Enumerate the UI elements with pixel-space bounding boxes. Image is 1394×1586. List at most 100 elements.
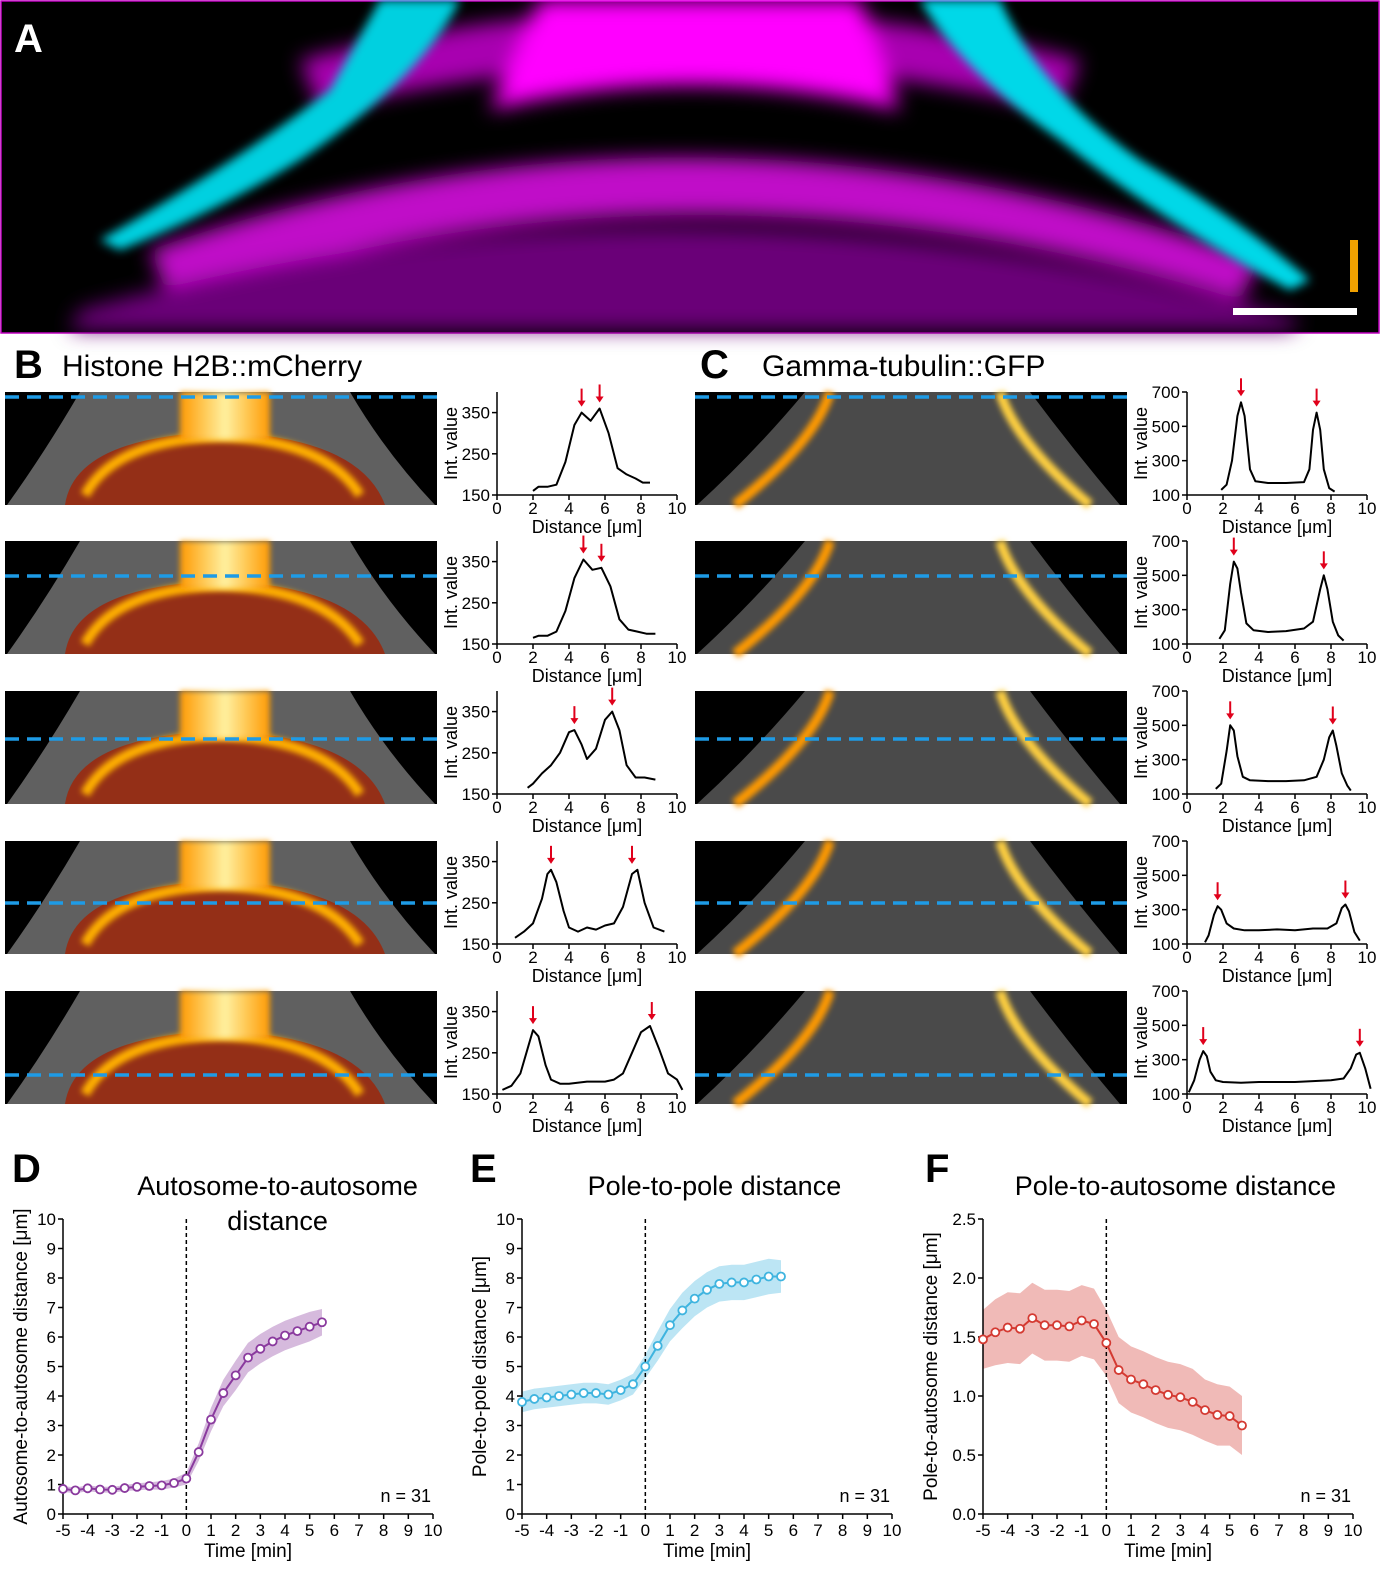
f-y-tick-label-0: 0.0 bbox=[952, 1505, 976, 1524]
d-point-5 bbox=[119, 1483, 130, 1493]
c-y-tick-label-0-100: 100 bbox=[1152, 486, 1180, 505]
e-x-tick-label-3: 3 bbox=[715, 1521, 724, 1540]
b-x-tick-label-1-0: 0 bbox=[492, 648, 501, 667]
e-title: Pole-to-pole distance bbox=[588, 1171, 842, 1201]
f-point-14 bbox=[1150, 1385, 1161, 1395]
chart-e: Pole-to-pole distance-5 -4 -3 -2 -1 0 1 2 3 4 5 6 7 8… bbox=[470, 1171, 901, 1562]
b-y-tick-label-4-150: 150 bbox=[462, 1085, 490, 1104]
d-point-17 bbox=[267, 1336, 278, 1347]
f-x-tick-label-10: 10 bbox=[1344, 1521, 1363, 1540]
b-x-tick-label-0-8: 8 bbox=[636, 499, 645, 518]
b-y-tick-label-0-350: 350 bbox=[462, 404, 490, 423]
d-point-3 bbox=[95, 1484, 105, 1495]
c-peak-arrow-head-3-0 bbox=[1213, 894, 1222, 901]
c-peak-arrow-head-0-0 bbox=[1237, 390, 1245, 397]
d-x-tick-label-2: 2 bbox=[231, 1521, 240, 1540]
e-y-tick-label-2: 2 bbox=[506, 1446, 515, 1465]
c-x-tick-label-2-10: 10 bbox=[1358, 798, 1377, 817]
f-point-15 bbox=[1163, 1389, 1173, 1400]
f-x-tick-label-2: 2 bbox=[1151, 1521, 1160, 1540]
kymo-c-pole-left-1 bbox=[731, 539, 835, 658]
f-point-9 bbox=[1089, 1319, 1099, 1329]
c-x-tick-label-2-2: 2 bbox=[1218, 798, 1227, 817]
b-peak-arrow-head-0-0 bbox=[577, 400, 586, 407]
d-sd-band bbox=[63, 1309, 322, 1494]
kymo-b-chromatin-center-1 bbox=[180, 541, 270, 589]
d-y-tick-label-10: 10 bbox=[37, 1210, 56, 1229]
b-ylabel-2: Int. value bbox=[441, 706, 461, 779]
b-x-tick-label-0-2: 2 bbox=[528, 499, 537, 518]
e-point-10 bbox=[640, 1361, 651, 1372]
b-x-tick-label-1-6: 6 bbox=[600, 648, 609, 667]
e-y-tick-label-3: 3 bbox=[506, 1417, 515, 1436]
c-x-tick-label-4-6: 6 bbox=[1290, 1098, 1299, 1117]
c-x-tick-label-0-8: 8 bbox=[1326, 499, 1335, 518]
c-x-tick-label-1-8: 8 bbox=[1326, 648, 1335, 667]
f-point-18 bbox=[1200, 1405, 1210, 1416]
e-y-tick-label-9: 9 bbox=[506, 1240, 515, 1259]
b-x-tick-label-1-4: 4 bbox=[564, 648, 573, 667]
c-xlabel-0: Distance [μm] bbox=[1222, 517, 1332, 537]
f-x-tick-label--2: -2 bbox=[1049, 1521, 1064, 1540]
c-peak-arrow-head-2-0 bbox=[1226, 713, 1235, 720]
b-ylabel-4: Int. value bbox=[441, 1006, 461, 1079]
f-x-tick-label-7: 7 bbox=[1274, 1521, 1283, 1540]
f-point-20 bbox=[1224, 1411, 1235, 1421]
f-point-21 bbox=[1237, 1420, 1247, 1431]
b-x-tick-label-0-6: 6 bbox=[600, 499, 609, 518]
c-x-tick-label-0-10: 10 bbox=[1358, 499, 1377, 518]
b-y-tick-label-2-350: 350 bbox=[462, 703, 490, 722]
f-x-tick-label-3: 3 bbox=[1176, 1521, 1185, 1540]
c-profile-line-4 bbox=[1187, 1050, 1372, 1093]
c-y-tick-label-4-300: 300 bbox=[1152, 1051, 1180, 1070]
b-x-tick-label-3-6: 6 bbox=[600, 948, 609, 967]
b-x-tick-label-2-8: 8 bbox=[636, 798, 645, 817]
d-y-tick-label-0: 0 bbox=[47, 1505, 56, 1524]
c-y-tick-label-4-500: 500 bbox=[1152, 1016, 1180, 1035]
b-y-tick-label-3-350: 350 bbox=[462, 853, 490, 872]
b-x-tick-label-1-8: 8 bbox=[636, 648, 645, 667]
e-point-18 bbox=[739, 1277, 749, 1288]
d-title-line2: distance bbox=[227, 1206, 328, 1236]
b-peak-arrow-head-3-1 bbox=[628, 857, 636, 864]
b-profile-line-1 bbox=[532, 558, 656, 639]
d-x-tick-label-7: 7 bbox=[354, 1521, 363, 1540]
e-x-tick-label-0: 0 bbox=[641, 1521, 650, 1540]
e-y-tick-label-0: 0 bbox=[506, 1505, 515, 1524]
e-x-tick-label-7: 7 bbox=[813, 1521, 822, 1540]
b-x-tick-label-3-2: 2 bbox=[528, 948, 537, 967]
d-x-tick-label--2: -2 bbox=[129, 1521, 144, 1540]
f-x-tick-label--1: -1 bbox=[1074, 1521, 1089, 1540]
e-point-2 bbox=[541, 1392, 552, 1403]
e-x-tick-label--1: -1 bbox=[613, 1521, 628, 1540]
d-ylabel: Autosome-to-autosome distance [μm] bbox=[11, 1208, 32, 1524]
b-x-tick-label-4-0: 0 bbox=[492, 1098, 501, 1117]
f-ylabel: Pole-to-autosome distance [μm] bbox=[921, 1232, 942, 1501]
b-x-tick-label-3-0: 0 bbox=[492, 948, 501, 967]
b-x-tick-label-0-0: 0 bbox=[492, 499, 501, 518]
c-x-tick-label-4-2: 2 bbox=[1218, 1098, 1227, 1117]
b-peak-arrow-head-2-1 bbox=[608, 699, 617, 706]
c-x-tick-label-2-8: 8 bbox=[1326, 798, 1335, 817]
b-x-tick-label-0-10: 10 bbox=[668, 499, 687, 518]
c-x-tick-label-0-6: 6 bbox=[1290, 499, 1299, 518]
d-y-tick-label-6: 6 bbox=[47, 1328, 56, 1347]
e-point-20 bbox=[763, 1271, 774, 1282]
b-profile-line-0 bbox=[532, 407, 650, 492]
b-xlabel-4: Distance [μm] bbox=[532, 1116, 642, 1136]
c-peak-arrow-head-4-1 bbox=[1355, 1040, 1364, 1047]
c-x-tick-label-3-2: 2 bbox=[1218, 948, 1227, 967]
kymo-b-chromatin-center-0 bbox=[180, 392, 270, 440]
b-peak-arrow-head-1-1 bbox=[597, 555, 606, 562]
c-peak-arrow-head-4-0 bbox=[1199, 1039, 1208, 1046]
b-x-tick-label-2-6: 6 bbox=[600, 798, 609, 817]
e-y-tick-label-5: 5 bbox=[506, 1358, 515, 1377]
f-mean-line bbox=[982, 1316, 1243, 1427]
d-point-20 bbox=[304, 1321, 315, 1332]
c-y-tick-label-3-300: 300 bbox=[1152, 901, 1180, 920]
f-x-tick-label--4: -4 bbox=[1000, 1521, 1015, 1540]
b-y-tick-label-3-250: 250 bbox=[462, 894, 490, 913]
e-x-tick-label-5: 5 bbox=[764, 1521, 773, 1540]
b-x-tick-label-4-4: 4 bbox=[564, 1098, 573, 1117]
e-point-0 bbox=[517, 1397, 527, 1407]
